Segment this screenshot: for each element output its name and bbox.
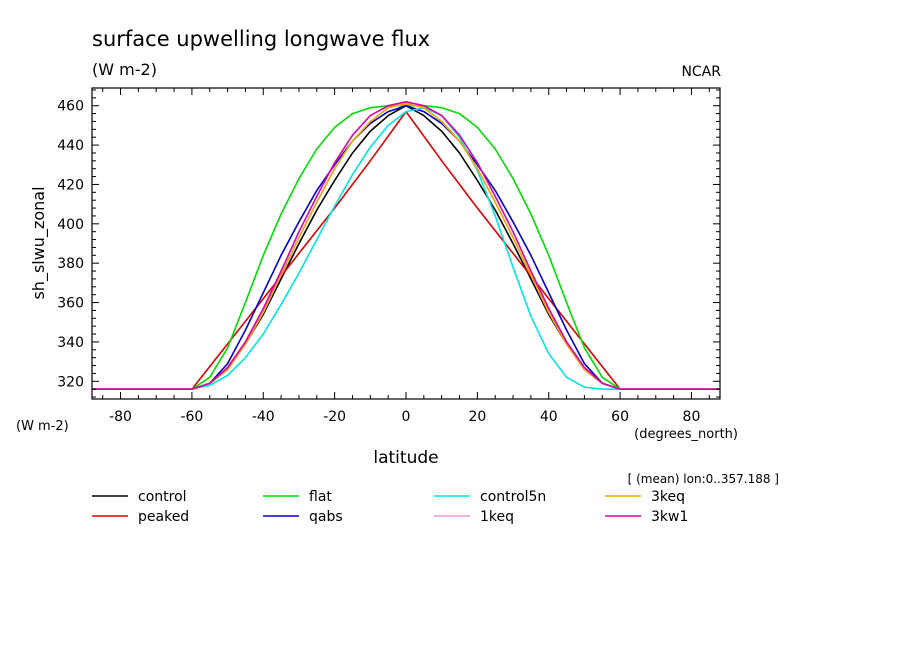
series-layer (92, 101, 720, 391)
series-line-3keq (92, 102, 720, 391)
series-line-peaked (92, 110, 720, 391)
y-tick-label: 380 (57, 256, 84, 272)
x-tick-label: 60 (611, 409, 629, 425)
y-tick-label: 340 (57, 335, 84, 351)
series-line-control (92, 104, 720, 391)
x-tick-label: 80 (683, 409, 701, 425)
plot-frame (91, 87, 721, 400)
y-tick-label: 360 (57, 296, 84, 312)
y-tick-label: 420 (57, 177, 84, 193)
series-line-control5n (92, 106, 720, 391)
y-axis-label: sh_slwu_zonal (29, 186, 49, 299)
legend-label-qabs: qabs (309, 509, 343, 525)
series-line-3kw1 (92, 101, 720, 391)
chart-credit: NCAR (681, 64, 721, 80)
legend: control flat control5n 3keq peaked qabs 1keq 3k… (92, 489, 688, 525)
legend-label-control5n: control5n (480, 489, 546, 505)
x-tick-label: -20 (323, 409, 346, 425)
x-axis: -80 -60 -40 -20 0 20 40 60 80 (102, 88, 710, 425)
legend-label-flat: flat (309, 489, 332, 505)
y-tick-label: 400 (57, 217, 84, 233)
x-tick-label: 0 (402, 409, 411, 425)
legend-label-3keq: 3keq (651, 489, 685, 505)
y-units-label: (W m-2) (16, 419, 69, 434)
series-line-qabs (92, 104, 720, 391)
y-axis: 320 340 360 380 400 420 440 460 (57, 89, 720, 398)
x-tick-label: -40 (252, 409, 275, 425)
x-tick-label: -60 (180, 409, 203, 425)
x-tick-label: 40 (540, 409, 558, 425)
legend-label-1keq: 1keq (480, 509, 514, 525)
y-tick-label: 320 (57, 374, 84, 390)
y-tick-label: 440 (57, 138, 84, 154)
x-axis-label: latitude (373, 448, 438, 468)
x-tick-label: 20 (468, 409, 486, 425)
chart-annotation: [ (mean) lon:0..357.188 ] (628, 472, 779, 486)
legend-label-3kw1: 3kw1 (651, 509, 688, 525)
x-tick-label: -80 (109, 409, 132, 425)
series-line-1keq (92, 102, 720, 391)
chart-subtitle: (W m-2) (92, 60, 157, 79)
series-line-flat (92, 104, 720, 391)
legend-label-peaked: peaked (138, 509, 189, 525)
y-tick-label: 460 (57, 99, 84, 115)
x-units-label: (degrees_north) (634, 427, 738, 442)
chart-title: surface upwelling longwave flux (92, 27, 430, 51)
legend-label-control: control (138, 489, 187, 505)
